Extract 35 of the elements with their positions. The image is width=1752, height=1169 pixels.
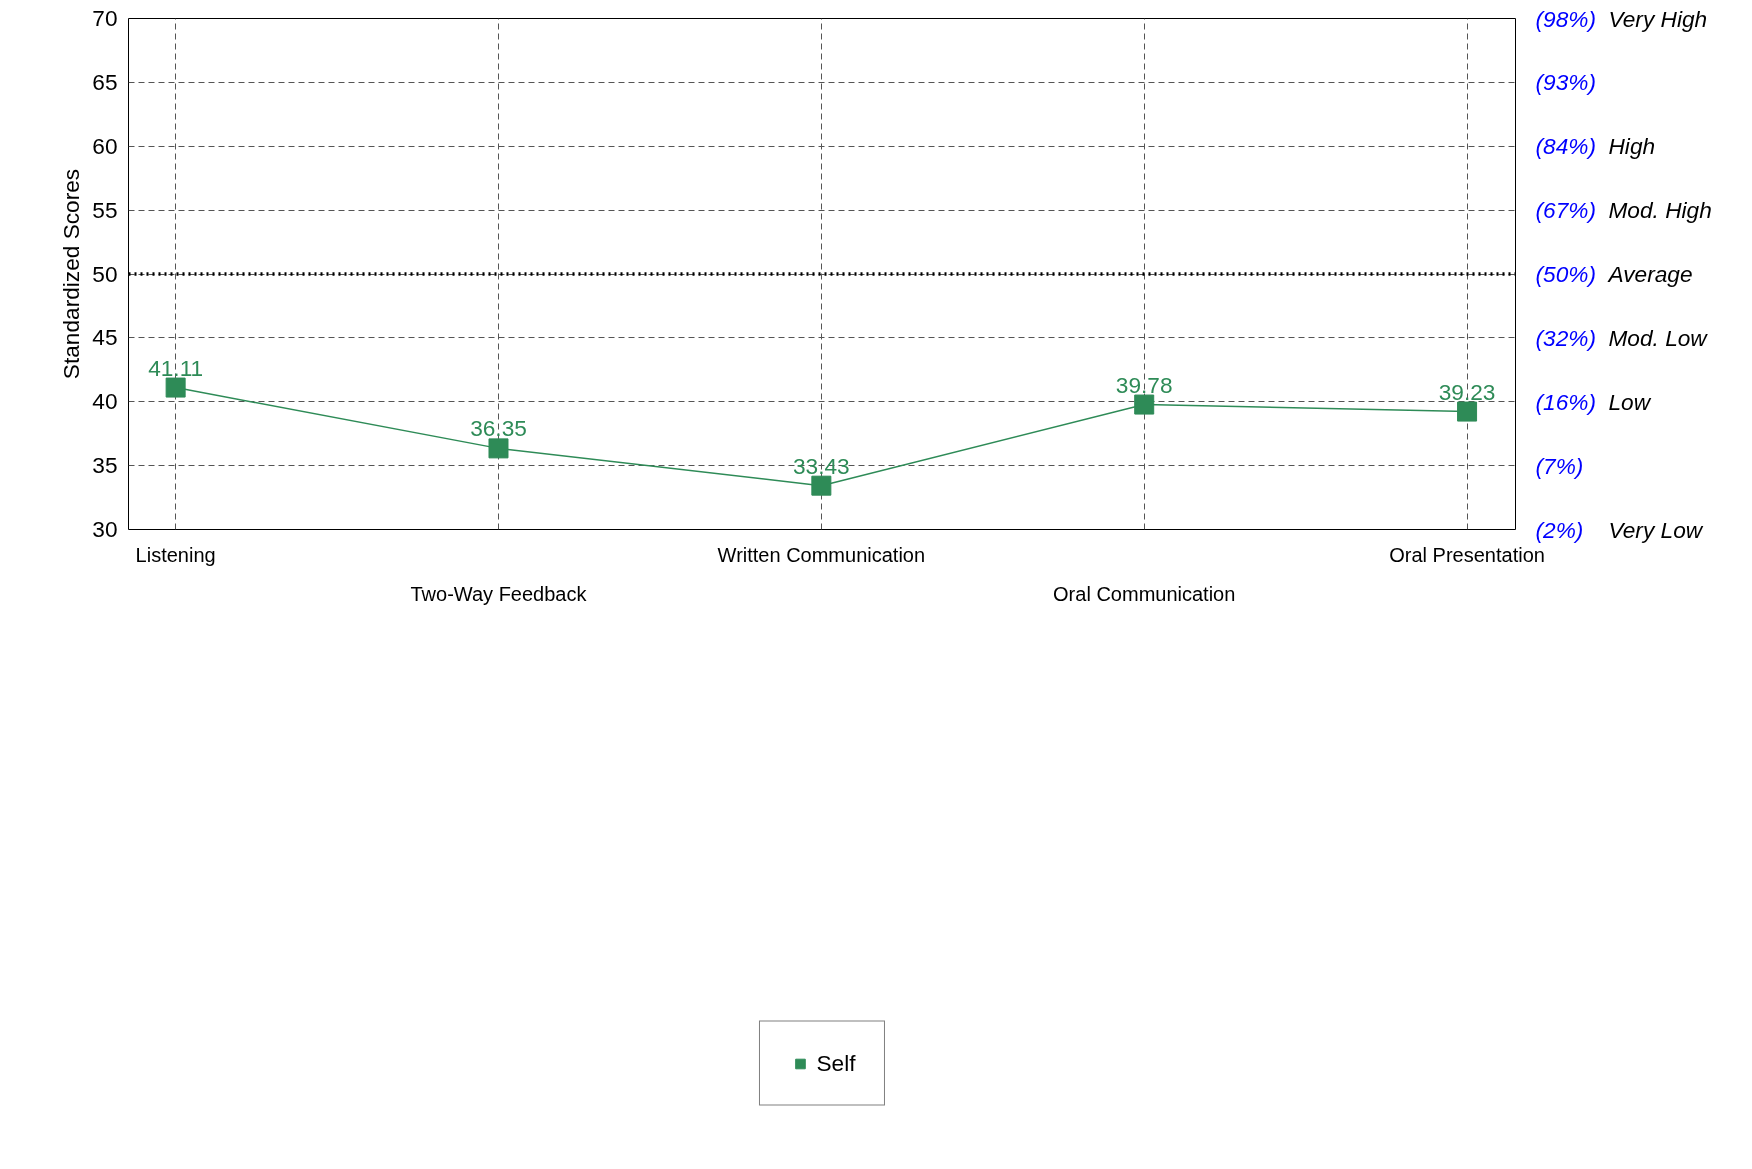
category-label: (67%) Mod. High <box>1535 197 1712 224</box>
category-label: (93%) <box>1535 69 1596 96</box>
data-label: 39.78 <box>1115 371 1173 398</box>
y-tick-label: 50 <box>92 260 118 287</box>
y-tick-label: 70 <box>92 5 118 31</box>
legend-label: Self <box>816 1049 856 1077</box>
category-label: (32%) Mod. Low <box>1535 324 1707 351</box>
point <box>1457 401 1478 422</box>
x-tick-label: Oral Communication <box>1053 582 1236 605</box>
point <box>811 475 832 496</box>
y-tick-label: 65 <box>92 68 118 95</box>
data-label: 33.43 <box>793 452 850 479</box>
point <box>488 438 509 459</box>
y-tick-label: 30 <box>92 516 118 542</box>
data-label: 36.35 <box>470 415 527 442</box>
y-tick-label: 35 <box>92 452 118 479</box>
category-label: (16%) Low <box>1535 388 1651 415</box>
y-tick-label: 60 <box>92 132 118 159</box>
y-tick-label: 55 <box>92 196 118 223</box>
x-tick-label: Written Communication <box>717 543 926 566</box>
category-label: (50%) Average <box>1535 261 1693 287</box>
data-label: 41.11 <box>148 354 204 381</box>
x-tick-label: Oral Presentation <box>1389 543 1545 566</box>
category-label: (98%) Very High <box>1535 5 1708 32</box>
category-label: (2%) Very Low <box>1535 516 1703 543</box>
y-tick-label: 40 <box>92 388 118 415</box>
point <box>1134 394 1155 415</box>
data-label: 39.23 <box>1438 378 1496 405</box>
category-label: (7%) <box>1535 452 1584 479</box>
y-tick-label: 45 <box>92 324 118 351</box>
point <box>165 377 186 398</box>
category-label: (84%) High <box>1535 133 1656 160</box>
y-axis-title: Standardized Scores <box>58 168 85 380</box>
x-tick-label: Two-Way Feedback <box>410 582 588 605</box>
x-tick-label: Listening <box>135 543 216 566</box>
